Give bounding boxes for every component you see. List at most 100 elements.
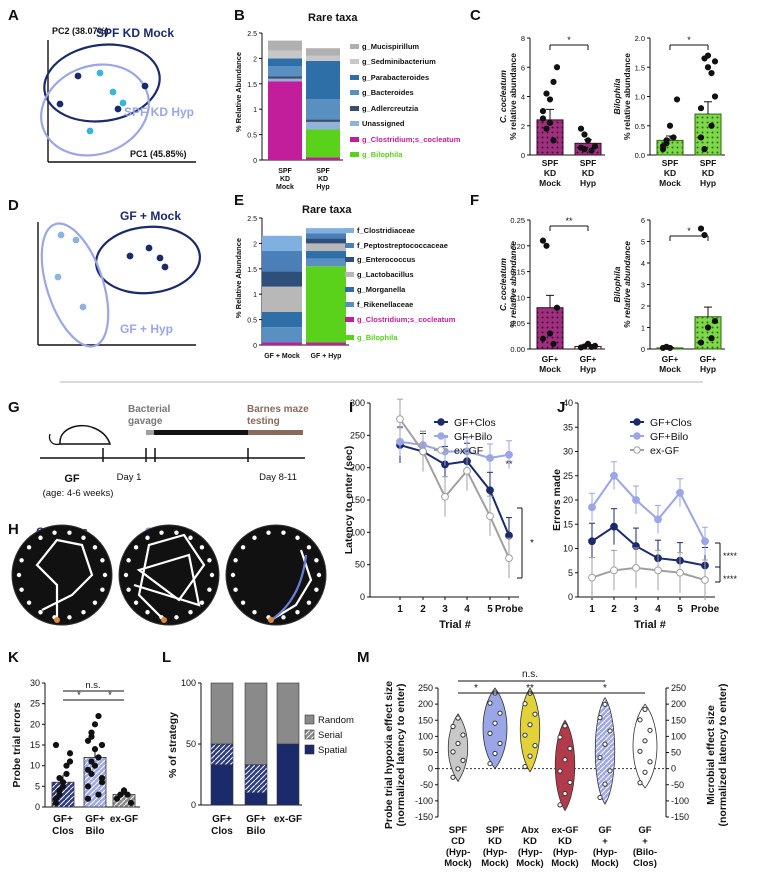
x-tick-label: SPF <box>542 158 559 168</box>
data-point <box>581 131 588 138</box>
data-point <box>450 723 456 730</box>
data-point <box>708 122 715 129</box>
data-point <box>59 783 67 790</box>
x-tick-label: Hyp <box>580 178 596 188</box>
legend-swatch <box>345 287 354 292</box>
stack-segment <box>306 99 340 120</box>
stack-segment <box>306 48 340 56</box>
group-mock-label: GF + Mock <box>120 209 181 223</box>
maze-hole <box>281 615 286 620</box>
chart-title: Rare taxa <box>308 12 358 24</box>
stack-segment <box>262 235 302 252</box>
legend-marker <box>633 418 641 426</box>
age-label: (age: 4-6 weeks) <box>43 488 114 499</box>
pca-point-hyp <box>72 236 80 244</box>
x-tick-label: SPF <box>486 825 505 836</box>
stack-segment <box>306 157 340 160</box>
legend-label: GF+Bilo <box>650 431 688 443</box>
x-tick-label: Probe <box>691 604 720 615</box>
y-axis-label: Probe trial hypoxia effect size <box>383 681 395 829</box>
y-tick-label: 50 <box>423 748 433 758</box>
pca-point-mock <box>156 254 164 262</box>
legend-swatch <box>345 228 354 233</box>
y-tick-label: 1 <box>253 292 257 299</box>
pca-point-mock <box>141 82 149 90</box>
y-tick-label: 50 <box>186 739 196 749</box>
maze-hole <box>123 572 129 578</box>
group-hyp-label: SPF KD Hyp <box>124 105 194 119</box>
legend-label: g_Clostridium;s_cocleatum <box>357 315 456 324</box>
y-tick-label: 15 <box>30 740 40 750</box>
y-tick-label: 1.5 <box>247 267 257 274</box>
data-point <box>581 146 588 153</box>
x-tick-label: 5 <box>677 604 683 615</box>
y-tick-label: 100 <box>181 678 196 688</box>
x-tick-label: Clos) <box>633 858 657 869</box>
sig-star: **** <box>723 574 738 584</box>
maze-hole <box>252 535 257 540</box>
data-point <box>708 70 715 77</box>
legend-label: f_Clostridiaceae <box>357 226 415 235</box>
sig-star: * <box>687 226 691 236</box>
data-point <box>642 706 648 712</box>
stack-segment <box>306 342 346 345</box>
x-tick-label: Mock) <box>591 858 618 869</box>
data-point <box>56 791 63 798</box>
legend-swatch <box>345 272 354 277</box>
maze-arena <box>11 524 113 626</box>
data-point <box>63 762 70 769</box>
data-point <box>577 125 585 132</box>
y-tick-label: 30 <box>30 678 40 688</box>
maze-hole <box>240 545 246 550</box>
maze-hole <box>92 600 98 605</box>
y-tick-label: 40 <box>563 398 573 408</box>
x-tick-label: GF <box>598 825 611 836</box>
maze-hole <box>295 535 300 540</box>
stack-segment <box>268 58 302 67</box>
data-point <box>642 769 648 775</box>
maze-hole <box>188 535 193 540</box>
y-tick-label: 35 <box>563 422 573 432</box>
pca-point-mock <box>74 72 82 80</box>
data-point <box>557 802 563 808</box>
y-tick-label: 4 <box>521 93 525 102</box>
maze-hole <box>26 545 32 550</box>
data-point <box>522 701 528 707</box>
sig-star: * <box>603 683 607 694</box>
pca-point-mock <box>145 244 153 252</box>
data-point <box>546 96 554 103</box>
maze-hole <box>100 587 105 592</box>
data-point <box>527 753 533 759</box>
x-tick-label: 2 <box>611 604 617 615</box>
stack-segment <box>244 792 268 806</box>
data-point <box>455 715 461 721</box>
legend-swatch <box>345 257 354 262</box>
y-tick-label: 0 <box>360 592 365 602</box>
data-point <box>497 710 503 716</box>
y-tick-label: 0.5 <box>635 122 645 131</box>
data-point <box>460 757 466 763</box>
maze-hole <box>266 530 271 535</box>
y-tick-label: 0 <box>253 343 257 350</box>
y-tick-label: -100 <box>671 796 689 806</box>
data-point <box>88 770 95 778</box>
sig-star: * <box>108 690 112 701</box>
series-line <box>399 418 510 559</box>
pca-point-mock <box>56 100 64 108</box>
y-tick-label: 250 <box>671 683 686 693</box>
legend-label: g_Enterococcus <box>357 255 415 264</box>
data-point <box>597 794 603 801</box>
legend-label: f_Rikenellaceae <box>357 300 413 309</box>
maze-hole <box>38 535 43 540</box>
x-tick-label: Mock <box>276 184 294 191</box>
cluster-hyp <box>40 222 110 348</box>
x-tick-label: GF+ <box>662 354 679 364</box>
maze-hole <box>67 530 72 535</box>
y-axis-label: % relative abundance <box>508 241 518 328</box>
y-tick-label: 100 <box>671 731 686 741</box>
x-tick-label: SPF <box>449 825 468 836</box>
data-point <box>91 721 99 728</box>
x-tick-label: (Hyp- <box>593 847 617 858</box>
data-point <box>711 93 719 100</box>
mouse-path <box>133 533 206 621</box>
